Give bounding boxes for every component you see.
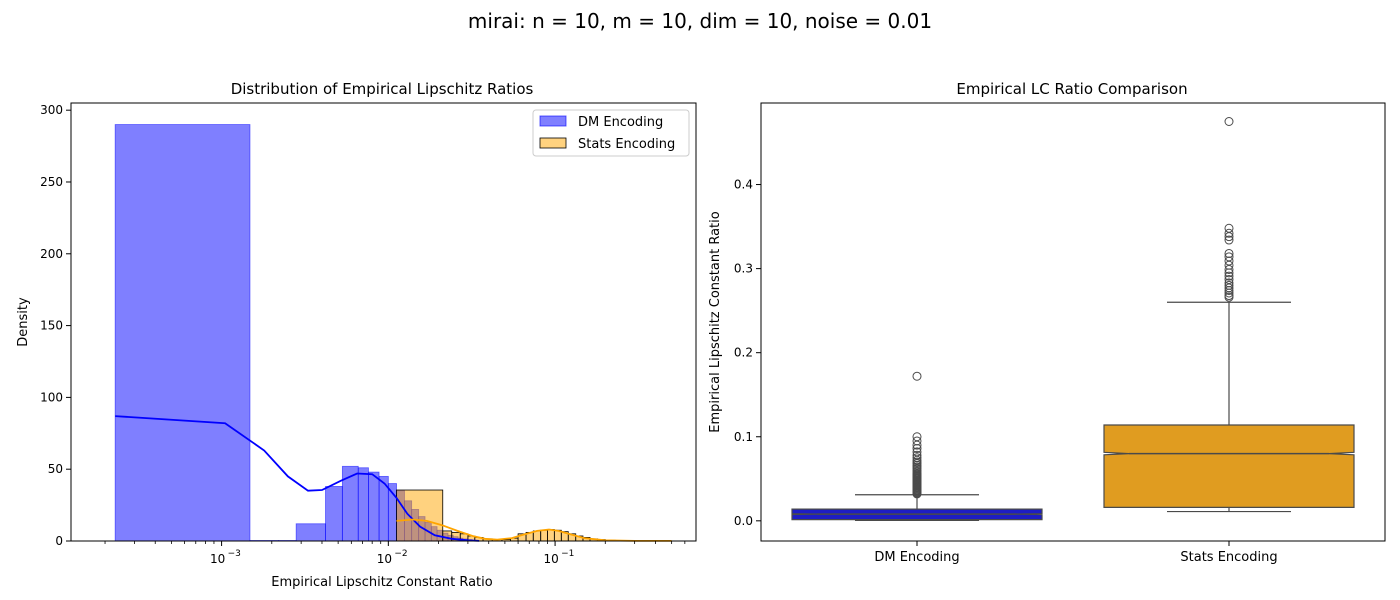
x-tick-exponent: −3: [228, 549, 241, 559]
histogram-bars: [114, 124, 628, 542]
outlier-dm: [912, 436, 922, 446]
y-tick-label: 200: [40, 247, 63, 261]
x-tick-label: 10: [377, 552, 392, 566]
legend-label-stats: Stats Encoding: [578, 137, 675, 152]
outlier-stats: [1224, 252, 1234, 262]
outlier-stats: [1224, 271, 1234, 281]
histogram-legend: DM Encoding Stats Encoding: [532, 109, 690, 157]
legend-swatch-dm: [539, 115, 567, 127]
hist-bar-stats: [442, 530, 453, 542]
histogram-ylabel: Density: [16, 297, 31, 347]
boxplot-ylabel: Empirical Lipschitz Constant Ratio: [708, 211, 723, 432]
outlier-stats: [1224, 116, 1234, 126]
histogram-axes-frame: [70, 102, 697, 542]
hist-bar-stats: [547, 529, 555, 542]
x-tick-label: Stats Encoding: [1180, 550, 1277, 565]
hist-bar-dm: [114, 124, 251, 542]
x-tick-exponent: −2: [394, 549, 407, 559]
hist-bar-stats: [396, 489, 444, 542]
histogram-panel: Distribution of Empirical Lipschitz Rati…: [16, 80, 697, 590]
figure-suptitle: mirai: n = 10, m = 10, dim = 10, noise =…: [468, 9, 932, 33]
hist-bar-dm: [357, 467, 369, 542]
x-tick-label: DM Encoding: [874, 550, 959, 565]
outlier-stats: [1224, 278, 1234, 288]
y-tick-label: 300: [40, 103, 63, 117]
outlier-stats: [1224, 248, 1234, 258]
boxplot-panel: Empirical LC Ratio Comparison 0.00.10.20…: [708, 80, 1386, 565]
y-tick-label: 0.0: [734, 514, 753, 528]
legend-frame: [532, 109, 690, 157]
outlier-stats: [1224, 235, 1234, 245]
kde-line-dm: [115, 415, 480, 542]
y-tick-label: 250: [40, 175, 63, 189]
histogram-x-ticks: 10 −3 10 −2 10 −1: [104, 541, 686, 566]
boxplot-title: Empirical LC Ratio Comparison: [956, 80, 1187, 98]
boxplot-x-ticks: DM Encoding Stats Encoding: [874, 541, 1278, 565]
y-tick-label: 0: [55, 534, 63, 548]
y-tick-label: 100: [40, 390, 63, 404]
hist-bar-dm: [325, 486, 343, 542]
outlier-dm: [912, 432, 922, 442]
x-tick-label: 10: [543, 552, 558, 566]
x-tick-label: 10: [210, 552, 225, 566]
y-tick-label: 0.1: [734, 430, 753, 444]
box-stats: [1103, 424, 1355, 508]
outlier-dm: [912, 450, 922, 460]
outlier-stats: [1224, 275, 1234, 285]
y-tick-label: 50: [48, 462, 63, 476]
y-tick-label: 0.3: [734, 262, 753, 276]
boxplot-y-ticks: 0.0 0.1 0.2 0.3 0.4: [734, 178, 761, 528]
x-tick-exponent: −1: [561, 549, 574, 559]
histogram-kde-lines: [115, 415, 672, 542]
outlier-dm: [912, 453, 922, 463]
kde-line-stats: [396, 518, 672, 542]
outlier-dm: [912, 447, 922, 457]
hist-bar-dm: [368, 471, 380, 542]
boxplot-axes-frame: [760, 102, 1386, 542]
y-tick-label: 0.4: [734, 178, 753, 192]
hist-bar-stats: [540, 529, 548, 542]
histogram-xlabel: Empirical Lipschitz Constant Ratio: [271, 575, 492, 590]
legend-swatch-stats: [539, 137, 567, 149]
outlier-dm: [912, 371, 922, 381]
legend-label-dm: DM Encoding: [578, 115, 663, 130]
histogram-y-ticks: 0 50 100 150 200 250 300: [40, 103, 71, 548]
outlier-stats: [1224, 223, 1234, 233]
y-tick-label: 0.2: [734, 346, 753, 360]
y-tick-label: 150: [40, 319, 63, 333]
histogram-title: Distribution of Empirical Lipschitz Rati…: [231, 80, 534, 98]
hist-bar-dm: [295, 523, 326, 542]
outlier-stats: [1224, 280, 1234, 290]
boxplot-boxes: [791, 116, 1355, 522]
outlier-stats: [1224, 228, 1234, 238]
